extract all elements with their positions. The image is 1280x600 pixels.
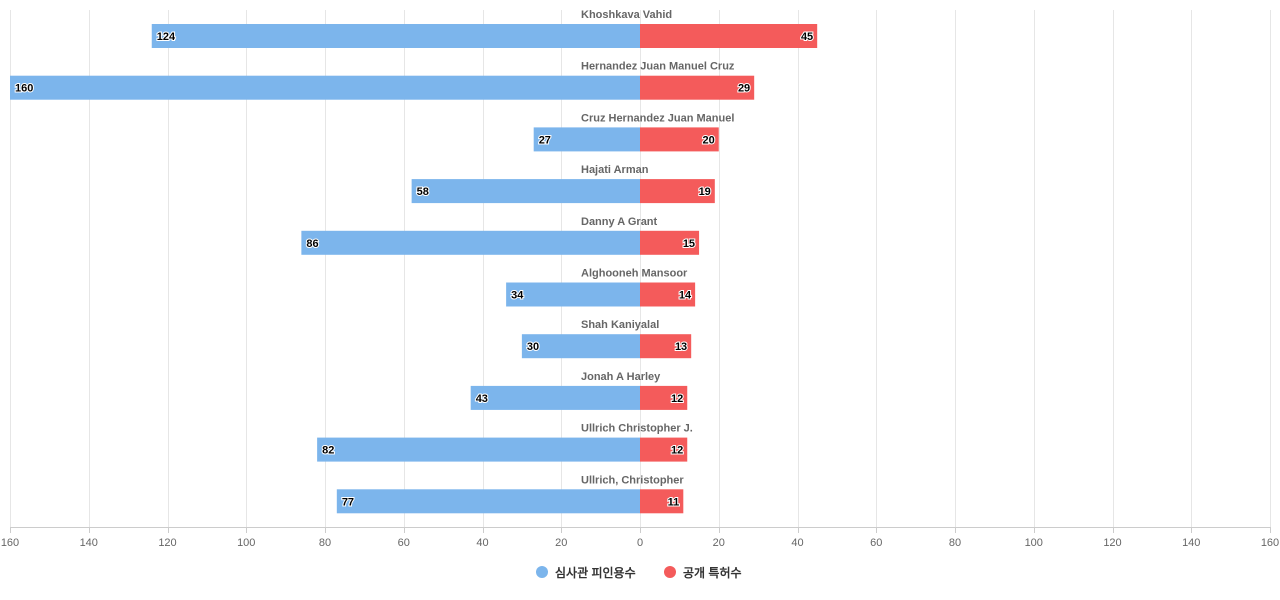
bar-left[interactable] (151, 24, 640, 48)
category-label: Cruz Hernandez Juan Manuel (581, 112, 734, 124)
x-tick-label: 100 (1025, 537, 1043, 549)
data-label: 82 (322, 445, 334, 457)
bar-left[interactable] (506, 282, 640, 307)
bar-right[interactable] (640, 24, 818, 48)
data-label: 34 (511, 290, 524, 302)
category-label: Jonah A Harley (581, 371, 661, 383)
data-label: 11 (668, 496, 680, 508)
bar-left[interactable] (411, 179, 640, 204)
x-tick-label: 0 (637, 537, 643, 549)
bar-left[interactable] (317, 437, 640, 462)
data-label: 45 (801, 31, 813, 43)
bar-left[interactable] (470, 385, 640, 410)
data-label: 30 (527, 341, 539, 353)
x-tick-label: 60 (870, 537, 882, 549)
x-tick-label: 40 (476, 537, 488, 549)
category-label: Alghooneh Mansoor (581, 268, 688, 280)
legend[interactable]: 심사관 피인용수 공개 특허수 (536, 565, 742, 580)
bar-left[interactable] (336, 489, 640, 514)
bar-right[interactable] (640, 282, 696, 307)
category-label: Shah Kaniyalal (581, 319, 659, 331)
data-label: 29 (738, 83, 750, 95)
x-tick-label: 20 (713, 537, 725, 549)
bar-right[interactable] (640, 489, 684, 514)
bar-right[interactable] (640, 179, 715, 204)
legend-label: 심사관 피인용수 (555, 565, 636, 580)
category-label: Khoshkava Vahid (581, 9, 672, 21)
category-label: Ullrich Christopher J. (581, 423, 693, 435)
data-label: 19 (699, 186, 711, 198)
bar-right[interactable] (640, 385, 688, 410)
x-tick-label: 120 (158, 537, 176, 549)
x-tick-label: 100 (237, 537, 255, 549)
bar-left[interactable] (521, 334, 640, 359)
category-label: Hajati Arman (581, 164, 649, 176)
bar-left[interactable] (301, 230, 640, 255)
bar-right[interactable] (640, 437, 688, 462)
bar-right[interactable] (640, 127, 719, 152)
legend-marker-icon (664, 566, 676, 578)
legend-item[interactable]: 심사관 피인용수 (536, 565, 636, 580)
data-label: 12 (671, 445, 683, 457)
x-tick-label: 140 (1182, 537, 1200, 549)
x-tick-label: 60 (398, 537, 410, 549)
bar-right[interactable] (640, 334, 692, 359)
bars-layer (10, 24, 818, 514)
data-label: 27 (539, 134, 551, 146)
x-tick-label: 40 (791, 537, 803, 549)
data-label: 12 (671, 393, 683, 405)
category-label: Ullrich, Christopher (581, 474, 684, 486)
x-axis: 160 140 120 100 80 60 40 20 0 20 40 60 80 100 120 140 16… (1, 527, 1279, 549)
x-tick-label: 120 (1103, 537, 1121, 549)
bar-right[interactable] (640, 75, 755, 100)
labels-layer: Khoshkava Vahid 124 45 Hernandez Juan Manue… (14, 9, 814, 509)
legend-marker-icon (536, 566, 548, 578)
x-tick-label: 20 (555, 537, 567, 549)
data-label: 13 (675, 341, 687, 353)
x-tick-label: 140 (80, 537, 98, 549)
data-label: 43 (476, 393, 488, 405)
data-label: 14 (679, 290, 692, 302)
category-label: Hernandez Juan Manuel Cruz (581, 61, 735, 73)
data-label: 20 (703, 134, 715, 146)
x-tick-label: 80 (949, 537, 961, 549)
x-tick-label: 160 (1, 537, 19, 549)
bar-right[interactable] (640, 230, 700, 255)
bar-left[interactable] (10, 75, 640, 100)
data-label: 124 (157, 31, 176, 43)
bar-left[interactable] (533, 127, 640, 152)
data-label: 160 (15, 83, 33, 95)
data-label: 86 (306, 238, 318, 250)
data-label: 77 (342, 496, 354, 508)
legend-item[interactable]: 공개 특허수 (664, 565, 742, 580)
legend-label: 공개 특허수 (683, 565, 742, 580)
x-tick-label: 160 (1261, 537, 1279, 549)
data-label: 58 (417, 186, 429, 198)
category-label: Danny A Grant (581, 216, 658, 228)
x-tick-label: 80 (319, 537, 331, 549)
data-label: 15 (683, 238, 695, 250)
